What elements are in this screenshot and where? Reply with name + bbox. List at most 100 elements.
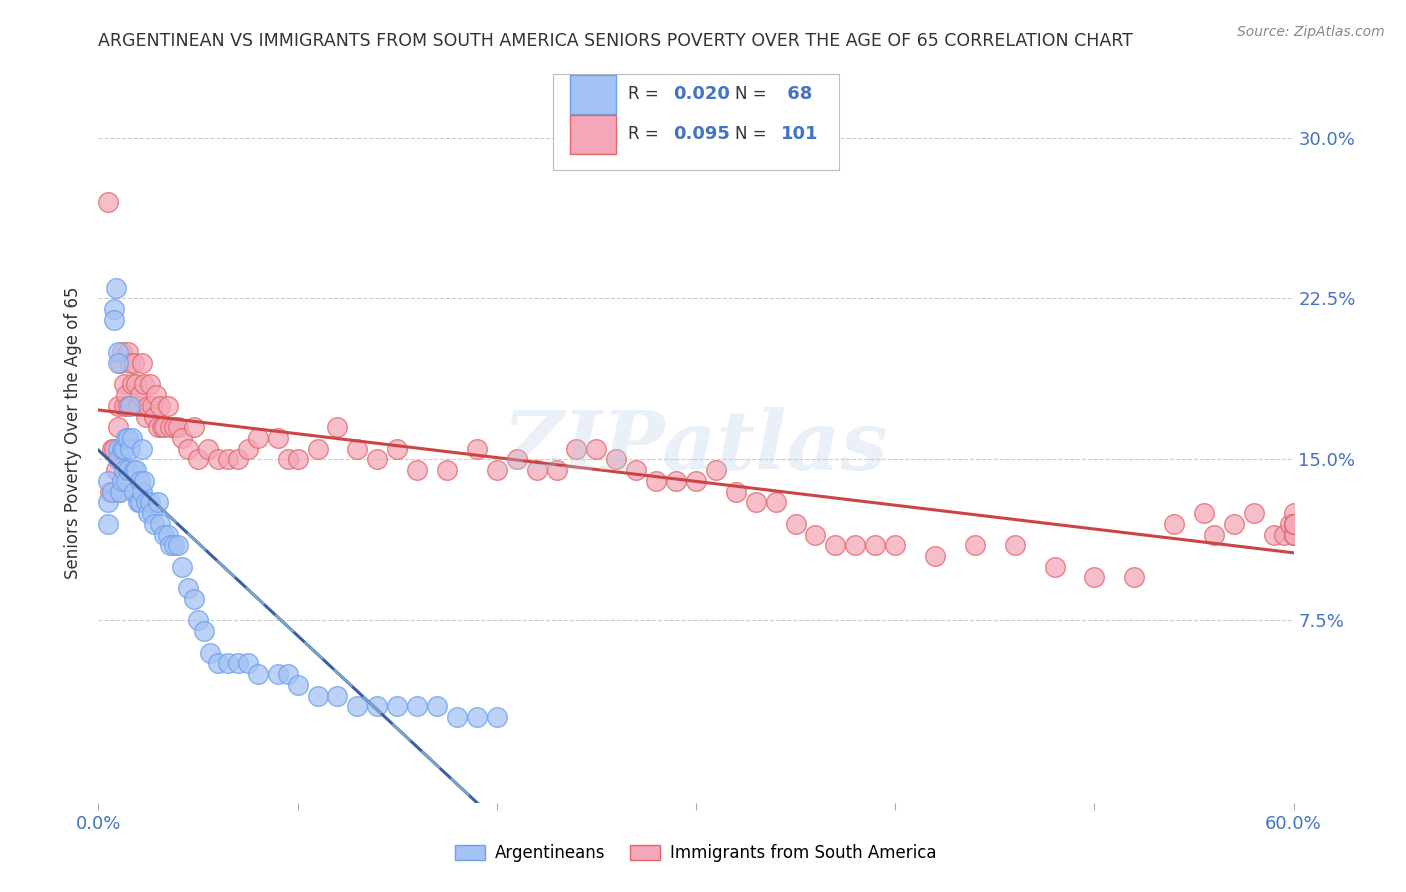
Point: [346, 442, 368, 456]
Text: 0.020: 0.020: [673, 86, 730, 103]
Point: [287, 678, 309, 692]
Point: [135, 495, 157, 509]
Bar: [571, 115, 616, 153]
Point: [217, 452, 239, 467]
Point: [645, 474, 668, 488]
Point: [177, 581, 200, 595]
Point: [546, 463, 568, 477]
Point: [236, 657, 259, 671]
Point: [98, 484, 122, 499]
Point: [127, 399, 149, 413]
Point: [124, 463, 146, 477]
Point: [485, 710, 508, 724]
Point: [183, 420, 205, 434]
Text: R =: R =: [628, 125, 664, 144]
Point: [97, 495, 120, 509]
Point: [117, 431, 139, 445]
Point: [110, 484, 132, 499]
Point: [626, 463, 648, 477]
Point: [724, 484, 747, 499]
Point: [127, 495, 149, 509]
Text: 68: 68: [780, 86, 813, 103]
Point: [426, 699, 449, 714]
Point: [112, 442, 135, 456]
Point: [103, 302, 125, 317]
Point: [207, 452, 229, 467]
Point: [1282, 516, 1305, 531]
Point: [884, 538, 907, 552]
Point: [605, 452, 627, 467]
Point: [1243, 506, 1265, 520]
Point: [125, 463, 148, 477]
Point: [585, 442, 607, 456]
Point: [172, 559, 194, 574]
Point: [277, 452, 299, 467]
Text: ZIPatlas: ZIPatlas: [503, 408, 889, 487]
Point: [111, 345, 134, 359]
Point: [385, 442, 409, 456]
Point: [326, 689, 349, 703]
Point: [307, 442, 329, 456]
Point: [1123, 570, 1146, 584]
Point: [267, 667, 290, 681]
Point: [187, 452, 209, 467]
Point: [143, 516, 166, 531]
Point: [326, 420, 349, 434]
Point: [112, 377, 135, 392]
Point: [112, 399, 135, 413]
Text: 101: 101: [780, 125, 818, 144]
Point: [565, 442, 588, 456]
Point: [177, 442, 200, 456]
Point: [1282, 516, 1305, 531]
Point: [129, 495, 152, 509]
Point: [685, 474, 707, 488]
Point: [1083, 570, 1105, 584]
Point: [745, 495, 768, 509]
Point: [167, 420, 190, 434]
Point: [924, 549, 946, 563]
Point: [107, 442, 129, 456]
Y-axis label: Seniors Poverty Over the Age of 65: Seniors Poverty Over the Age of 65: [65, 286, 83, 579]
Point: [129, 474, 152, 488]
FancyBboxPatch shape: [553, 73, 839, 169]
Point: [1278, 516, 1301, 531]
Point: [120, 356, 142, 370]
Point: [704, 463, 727, 477]
Point: [111, 474, 134, 488]
Point: [143, 409, 166, 424]
Point: [465, 710, 488, 724]
Point: [107, 356, 129, 370]
Point: [124, 356, 146, 370]
Legend: Argentineans, Immigrants from South America: Argentineans, Immigrants from South Amer…: [449, 838, 943, 869]
Point: [1163, 516, 1185, 531]
Point: [153, 420, 176, 434]
Point: [159, 420, 181, 434]
Point: [121, 377, 143, 392]
Point: [115, 388, 138, 402]
Point: [1282, 516, 1305, 531]
Point: [865, 538, 887, 552]
Point: [198, 646, 221, 660]
Point: [1282, 516, 1305, 531]
Point: [163, 538, 186, 552]
Point: [1272, 527, 1295, 541]
Point: [120, 399, 142, 413]
Point: [107, 452, 129, 467]
Point: [135, 409, 157, 424]
Point: [963, 538, 986, 552]
Point: [136, 399, 159, 413]
Point: [148, 495, 170, 509]
Point: [1192, 506, 1215, 520]
Point: [131, 484, 153, 499]
Text: N =: N =: [735, 86, 772, 103]
Point: [125, 377, 148, 392]
Point: [406, 463, 429, 477]
Point: [193, 624, 215, 639]
Point: [105, 463, 128, 477]
Point: [115, 474, 138, 488]
Point: [136, 506, 159, 520]
Point: [287, 452, 309, 467]
Point: [465, 442, 488, 456]
Point: [97, 474, 120, 488]
Point: [107, 399, 129, 413]
